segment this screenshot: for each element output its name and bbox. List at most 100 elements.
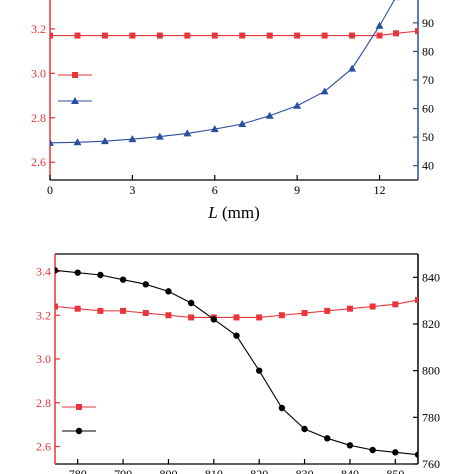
y-left-tick-label: 3.0 xyxy=(31,66,46,80)
y-right-tick-label: 840 xyxy=(422,270,440,284)
data-point-circle xyxy=(346,442,354,449)
data-point-triangle xyxy=(375,21,384,29)
x-tick-label: 830 xyxy=(296,467,314,474)
data-point-square xyxy=(74,32,81,39)
x-tick-label: 810 xyxy=(205,467,223,474)
data-point-triangle xyxy=(71,97,79,104)
data-point-circle xyxy=(55,267,59,274)
y-right-tick-label: 70 xyxy=(422,73,434,87)
y-right-tick-label: 780 xyxy=(422,410,440,424)
data-point-square xyxy=(184,32,191,39)
y-right-tick-label: 100 xyxy=(422,0,440,1)
data-point-square xyxy=(156,32,163,39)
data-point-square xyxy=(142,310,149,317)
data-point-circle xyxy=(233,332,240,339)
data-point-square xyxy=(346,305,353,312)
data-point-triangle xyxy=(320,87,329,95)
y-right-tick-label: 820 xyxy=(422,317,440,331)
data-point-circle xyxy=(142,281,149,288)
data-point-square xyxy=(321,32,328,39)
data-point-circle xyxy=(97,271,104,279)
x-tick-label: 790 xyxy=(114,467,132,474)
data-point-square xyxy=(165,312,172,319)
data-point-circle xyxy=(119,276,127,283)
data-point-circle xyxy=(165,288,172,295)
y-right-tick-label: 40 xyxy=(422,159,434,173)
y-left-tick-label: 3.0 xyxy=(36,352,51,366)
y-left-tick-label: 2.6 xyxy=(36,440,51,454)
x-tick-label: 840 xyxy=(341,467,359,474)
data-point-square xyxy=(233,314,240,321)
data-point-square xyxy=(101,32,108,39)
data-point-triangle xyxy=(155,132,164,140)
data-point-square xyxy=(211,32,218,39)
data-point-square xyxy=(74,305,81,312)
data-point-square xyxy=(129,32,136,39)
data-point-square xyxy=(120,307,127,314)
data-point-square xyxy=(76,404,82,410)
data-point-square xyxy=(415,296,418,303)
x-tick-label: 0 xyxy=(47,183,53,197)
data-point-triangle xyxy=(265,111,274,119)
y-left-tick-label: 3.4 xyxy=(36,265,51,279)
data-point-triangle xyxy=(73,138,82,146)
data-point-square xyxy=(266,32,273,39)
data-point-triangle xyxy=(210,125,219,133)
data-point-square xyxy=(376,32,383,39)
y-right-tick-label: 760 xyxy=(422,457,440,471)
x-tick-label: 3 xyxy=(129,183,135,197)
x-axis-title-unit: (mm) xyxy=(218,203,260,222)
y-right-tick-label: 90 xyxy=(422,16,434,30)
x-tick-label: 6 xyxy=(212,183,218,197)
data-point-circle xyxy=(74,269,81,276)
y-right-tick-label: 50 xyxy=(422,130,434,144)
data-point-square xyxy=(369,303,376,310)
data-point-square xyxy=(324,307,331,314)
y-right-tick-label: 80 xyxy=(422,44,434,58)
x-tick-label: 850 xyxy=(386,467,404,474)
x-tick-label: 780 xyxy=(69,467,87,474)
data-point-square xyxy=(188,314,195,321)
data-point-circle xyxy=(187,299,195,307)
data-point-circle xyxy=(301,425,308,433)
x-tick-label: 820 xyxy=(250,467,268,474)
y-left-tick-label: 3.2 xyxy=(31,22,46,36)
data-layer xyxy=(55,267,418,458)
data-point-square xyxy=(349,32,356,39)
y-right-tick-label: 800 xyxy=(422,364,440,378)
x-tick-label: 12 xyxy=(374,183,386,197)
data-point-circle xyxy=(75,427,83,435)
x-tick-label: 800 xyxy=(159,467,177,474)
panel-b: 780 790 800 810 820 830 840 850 2.6 2.8 3.0 3.2 3.4 7… xyxy=(36,253,440,474)
data-point-square xyxy=(72,72,78,78)
data-point-circle xyxy=(392,449,399,456)
data-point-square xyxy=(393,30,400,37)
data-point-triangle xyxy=(293,101,302,109)
series-line-peak-wavelength xyxy=(55,269,418,456)
data-point-circle xyxy=(255,367,263,374)
y-left-tick-label: 2.8 xyxy=(36,396,51,410)
x-axis-title: L (mm) xyxy=(207,203,260,222)
data-point-triangle xyxy=(100,137,109,145)
data-point-square xyxy=(239,32,246,39)
y-left-tick-label: 2.6 xyxy=(31,155,46,169)
series-line-fhwm xyxy=(50,0,396,144)
data-point-triangle xyxy=(348,64,357,72)
data-point-square xyxy=(50,32,53,39)
data-point-square xyxy=(55,303,58,310)
data-point-circle xyxy=(414,451,418,458)
data-point-square xyxy=(301,310,308,317)
data-point-circle xyxy=(210,316,218,323)
y-left-tick-label: 2.8 xyxy=(31,111,46,125)
data-layer xyxy=(50,0,418,146)
x-tick-label: 9 xyxy=(294,183,300,197)
data-point-circle xyxy=(369,446,376,454)
data-point-circle xyxy=(278,404,286,412)
data-point-square xyxy=(415,28,418,35)
data-point-triangle xyxy=(50,138,54,146)
x-axis-title-variable: L xyxy=(207,203,217,222)
data-point-square xyxy=(392,301,399,308)
y-left-tick-label: 3.2 xyxy=(36,308,51,322)
panel-a: 0 3 6 9 12 2.6 2.8 3.0 3.2 40 50 60 70 80 90 100 L (mm) xyxy=(31,0,440,222)
